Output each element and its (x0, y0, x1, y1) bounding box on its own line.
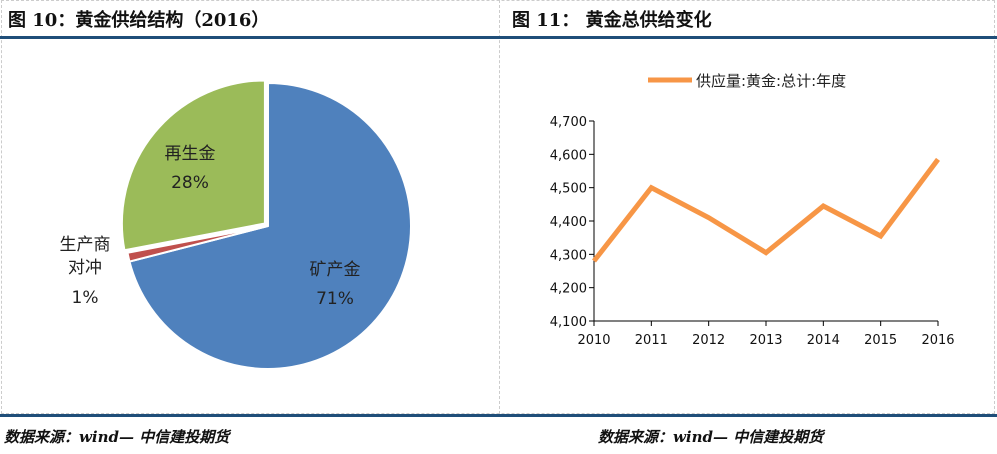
right-source: 数据来源：wind— 中信建投期货 (598, 428, 824, 446)
x-tick-label: 2016 (921, 333, 954, 348)
pie-label: 再生金 (165, 144, 216, 164)
left-title: 图 10：黄金供给结构（2016） (8, 10, 270, 31)
footer-rule (0, 414, 997, 417)
pie-pct: 71% (316, 289, 354, 309)
y-tick-label: 4,300 (550, 248, 587, 263)
x-tick-label: 2010 (577, 333, 610, 348)
y-tick-label: 4,200 (550, 282, 587, 297)
pie-slice (120, 79, 266, 252)
y-tick-label: 4,500 (550, 182, 587, 197)
figure-frame (1, 0, 995, 414)
x-tick-label: 2015 (864, 333, 897, 348)
y-tick-label: 4,700 (550, 115, 587, 130)
legend-label: 供应量:黄金:总计:年度 (696, 72, 846, 90)
right-title: 图 11： 黄金总供给变化 (512, 10, 712, 31)
divider (499, 0, 500, 414)
y-tick-label: 4,100 (550, 315, 587, 330)
header-rule (0, 36, 997, 39)
x-tick-label: 2012 (692, 333, 725, 348)
x-tick-label: 2013 (749, 333, 782, 348)
pie-label-hedging: 生产商对冲 (59, 235, 111, 278)
pie-slice (126, 225, 269, 263)
y-tick-label: 4,400 (550, 215, 587, 230)
pie-pct: 28% (171, 173, 209, 193)
x-tick-label: 2014 (807, 333, 840, 348)
series-line (592, 157, 941, 263)
x-tick-label: 2011 (635, 333, 668, 348)
pie-label: 矿产金 (310, 260, 361, 280)
pie-pct: 1% (72, 288, 99, 308)
y-tick-label: 4,600 (550, 148, 587, 163)
left-source: 数据来源：wind— 中信建投期货 (4, 428, 230, 446)
pie-slice (128, 81, 412, 370)
